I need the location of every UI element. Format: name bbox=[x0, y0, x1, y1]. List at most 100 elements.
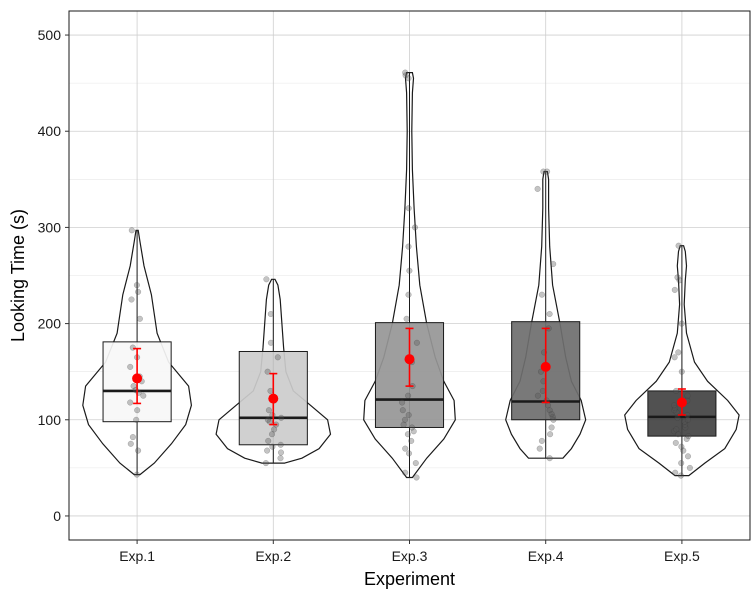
x-tick-label: Exp.1 bbox=[119, 548, 155, 564]
data-point bbox=[268, 431, 276, 438]
data-point bbox=[134, 407, 141, 414]
data-point bbox=[130, 383, 137, 390]
data-point bbox=[269, 443, 276, 450]
data-point bbox=[410, 428, 417, 435]
data-point bbox=[539, 387, 546, 394]
data-point bbox=[399, 399, 406, 406]
data-point bbox=[277, 449, 285, 456]
x-axis: Exp.1 Exp.2 Exp.3 Exp.4 Exp.5 bbox=[119, 540, 700, 564]
y-tick-label: 200 bbox=[38, 316, 62, 332]
data-point bbox=[267, 387, 274, 394]
data-point bbox=[269, 411, 276, 419]
data-point bbox=[402, 69, 409, 76]
data-point bbox=[678, 320, 685, 327]
data-point bbox=[675, 242, 682, 249]
data-point bbox=[274, 354, 281, 361]
data-point bbox=[263, 276, 270, 283]
data-point bbox=[675, 431, 682, 438]
data-point bbox=[405, 411, 412, 419]
mean-point-3 bbox=[404, 354, 415, 365]
y-tick-label: 100 bbox=[38, 412, 62, 428]
y-axis: 0 100 200 300 400 500 bbox=[38, 27, 69, 524]
data-point bbox=[408, 437, 415, 444]
data-point bbox=[264, 416, 271, 423]
data-point bbox=[673, 409, 680, 416]
data-point bbox=[540, 168, 547, 175]
means bbox=[132, 327, 687, 426]
data-point bbox=[546, 310, 553, 318]
data-point bbox=[136, 315, 143, 322]
data-point bbox=[405, 392, 412, 399]
data-point bbox=[536, 445, 543, 452]
data-point bbox=[133, 471, 140, 478]
data-point bbox=[265, 407, 272, 414]
x-axis-title: Experiment bbox=[364, 569, 455, 589]
data-point bbox=[671, 428, 678, 435]
data-point bbox=[267, 339, 274, 346]
violin-2 bbox=[215, 278, 332, 464]
data-point bbox=[401, 416, 409, 423]
data-point bbox=[411, 224, 419, 231]
data-point bbox=[135, 447, 142, 454]
data-point bbox=[672, 405, 679, 412]
data-point bbox=[405, 450, 413, 457]
data-point bbox=[550, 260, 557, 268]
data-point bbox=[406, 267, 413, 274]
data-point bbox=[405, 243, 412, 250]
data-point bbox=[672, 439, 679, 446]
data-point bbox=[547, 431, 554, 438]
data-point bbox=[549, 413, 556, 420]
data-point bbox=[674, 414, 681, 421]
data-point bbox=[402, 72, 409, 79]
data-point bbox=[677, 472, 684, 479]
data-point bbox=[671, 407, 678, 414]
data-point bbox=[548, 424, 555, 431]
data-point bbox=[682, 424, 689, 431]
data-point bbox=[413, 339, 420, 346]
data-point bbox=[674, 274, 681, 281]
data-point bbox=[672, 469, 679, 476]
data-point bbox=[128, 296, 135, 303]
data-point bbox=[399, 407, 406, 414]
data-point bbox=[683, 435, 690, 443]
data-point bbox=[127, 363, 134, 370]
y-tick-label: 500 bbox=[38, 27, 62, 43]
data-point bbox=[135, 288, 142, 295]
data-point bbox=[412, 460, 419, 467]
y-tick-label: 400 bbox=[38, 123, 62, 139]
data-point bbox=[680, 447, 687, 454]
data-point bbox=[550, 416, 557, 423]
data-point bbox=[264, 368, 271, 375]
data-point bbox=[277, 455, 284, 462]
data-point bbox=[534, 392, 541, 399]
data-point bbox=[400, 421, 407, 428]
data-point bbox=[133, 282, 140, 289]
data-point bbox=[405, 75, 412, 82]
data-point bbox=[277, 441, 284, 448]
data-point bbox=[671, 286, 678, 293]
data-point bbox=[684, 453, 692, 460]
data-point bbox=[140, 392, 147, 399]
data-point bbox=[544, 168, 551, 175]
data-point bbox=[404, 431, 411, 438]
data-point bbox=[133, 416, 140, 423]
data-point bbox=[128, 227, 135, 234]
data-point bbox=[546, 407, 553, 414]
data-point bbox=[678, 368, 685, 375]
data-points bbox=[127, 69, 693, 481]
data-point bbox=[538, 291, 545, 298]
violin-1 bbox=[82, 229, 193, 476]
data-point bbox=[127, 440, 134, 447]
data-point bbox=[671, 354, 678, 361]
data-point bbox=[267, 310, 274, 318]
data-point bbox=[678, 443, 685, 450]
y-axis-title: Looking Time (s) bbox=[8, 209, 28, 342]
data-point bbox=[676, 277, 683, 284]
data-point bbox=[265, 437, 272, 444]
y-tick-label: 0 bbox=[53, 508, 61, 524]
data-point bbox=[548, 410, 555, 418]
mean-point-5 bbox=[676, 397, 687, 408]
data-point bbox=[278, 414, 285, 421]
data-point bbox=[271, 426, 278, 433]
